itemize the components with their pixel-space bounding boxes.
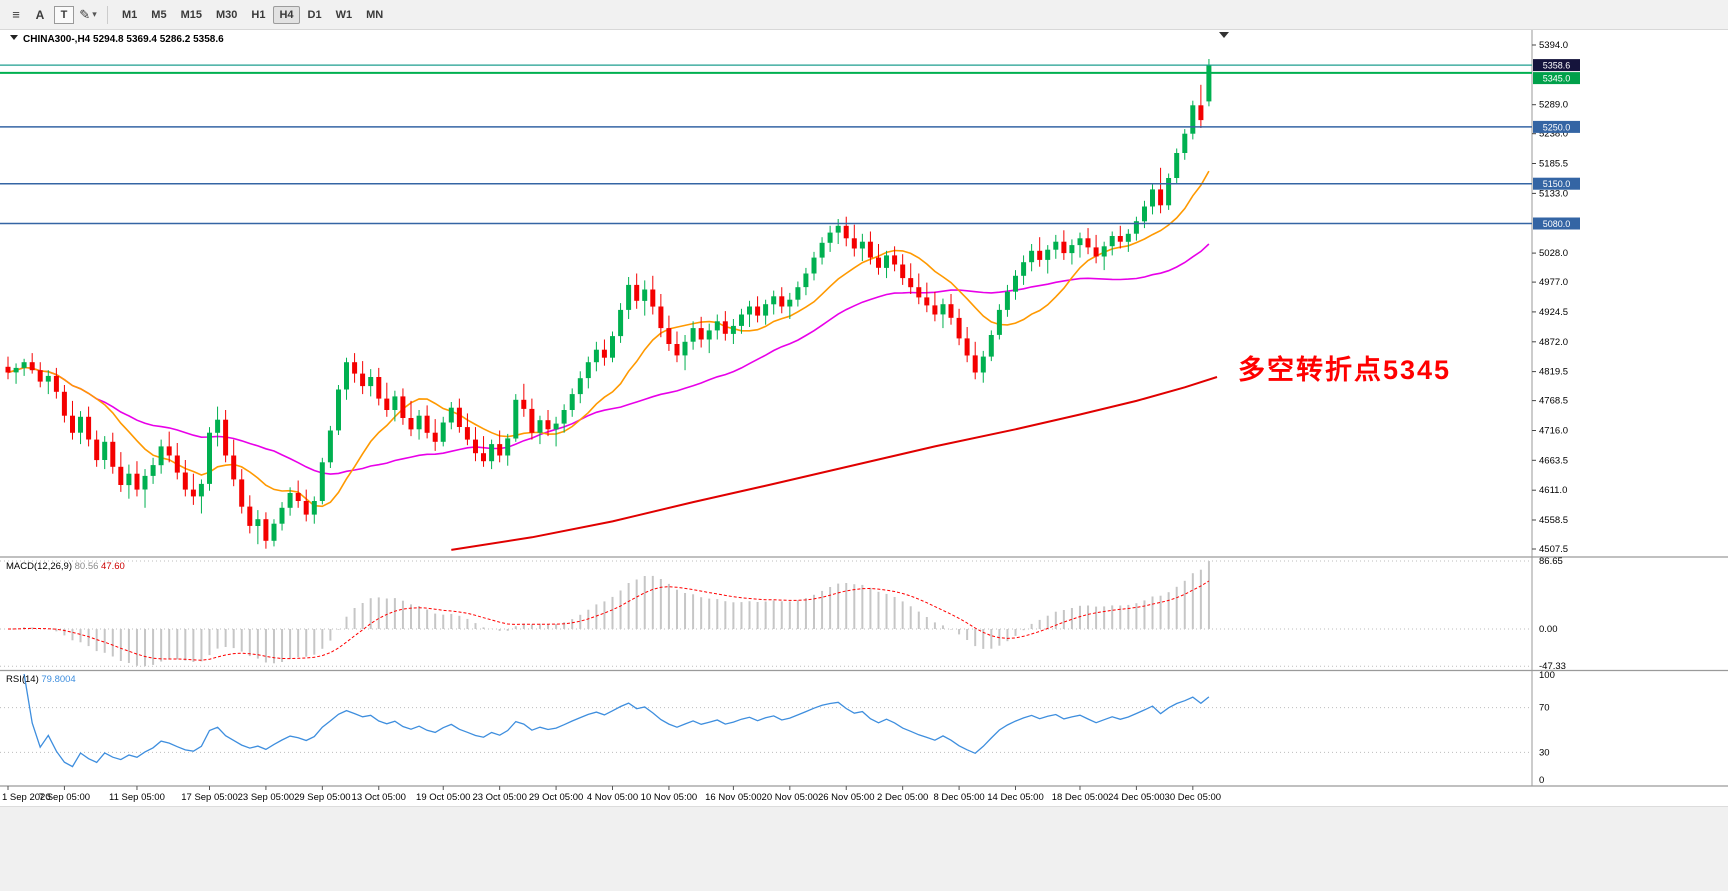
svg-text:CHINA300-,H4 5294.8 5369.4 52: CHINA300-,H4 5294.8 5369.4 5286.2 5358.6 xyxy=(23,34,224,45)
svg-text:5289.0: 5289.0 xyxy=(1539,100,1568,111)
svg-text:5150.0: 5150.0 xyxy=(1543,179,1571,189)
svg-text:4924.5: 4924.5 xyxy=(1539,307,1568,318)
macd-panel: 86.65 0.00 -47.33 MACD(12,26,9) 80.56 47.60 xyxy=(0,556,1566,672)
price-tag-5080.0 xyxy=(1533,217,1580,230)
timeframe-w1[interactable]: W1 xyxy=(335,8,353,21)
charts-menu-icon[interactable]: ≡ xyxy=(12,7,20,22)
svg-text:5185.5: 5185.5 xyxy=(1539,159,1568,170)
svg-text:23 Sep 05:00: 23 Sep 05:00 xyxy=(238,792,295,803)
svg-text:5358.6: 5358.6 xyxy=(1543,61,1571,71)
annotation-text[interactable]: 多空转折点5345 xyxy=(1238,355,1452,385)
svg-text:29 Sep 05:00: 29 Sep 05:00 xyxy=(294,792,351,803)
svg-text:23 Oct 05:00: 23 Oct 05:00 xyxy=(472,792,526,803)
timeframe-h1[interactable]: H1 xyxy=(251,8,266,21)
chart-title: CHINA300-,H4 5294.8 5369.4 5286.2 5358.6 xyxy=(10,32,1229,45)
svg-text:4611.0: 4611.0 xyxy=(1539,485,1567,496)
caret-down-icon: ▾ xyxy=(92,9,97,19)
svg-text:100: 100 xyxy=(1539,670,1555,681)
bottom-area xyxy=(0,806,1728,891)
svg-text:19 Oct 05:00: 19 Oct 05:00 xyxy=(416,792,470,803)
ma-red xyxy=(451,376,1218,551)
price-tag-5345.0 xyxy=(1533,72,1580,85)
svg-text:0: 0 xyxy=(1539,775,1544,786)
svg-text:4558.5: 4558.5 xyxy=(1539,515,1568,526)
timeframe-m30[interactable]: M30 xyxy=(215,8,238,21)
svg-text:26 Nov 05:00: 26 Nov 05:00 xyxy=(818,792,875,803)
svg-text:0.00: 0.00 xyxy=(1539,624,1558,635)
svg-text:8 Dec 05:00: 8 Dec 05:00 xyxy=(933,792,984,803)
svg-text:2 Dec 05:00: 2 Dec 05:00 xyxy=(877,792,928,803)
svg-text:14 Dec 05:00: 14 Dec 05:00 xyxy=(987,792,1044,803)
svg-text:7 Sep 05:00: 7 Sep 05:00 xyxy=(39,792,90,803)
svg-text:4716.0: 4716.0 xyxy=(1539,425,1568,436)
chart-shift-marker xyxy=(1219,32,1229,38)
svg-text:5238.0: 5238.0 xyxy=(1539,129,1568,140)
timeframe-m15[interactable]: M15 xyxy=(180,8,202,21)
svg-text:29 Oct 05:00: 29 Oct 05:00 xyxy=(529,792,583,803)
svg-text:5028.0: 5028.0 xyxy=(1539,248,1568,259)
svg-text:17 Sep 05:00: 17 Sep 05:00 xyxy=(181,792,238,803)
rsi-panel: 100 70 30 0 RSI(14) 79.8004 xyxy=(0,670,1555,786)
timeframe-group: M1 M5 M15 M30 H1 H4 D1 W1 MN xyxy=(115,5,390,24)
horizontal-lines[interactable] xyxy=(0,64,1532,225)
svg-text:5345.0: 5345.0 xyxy=(1543,74,1571,84)
svg-text:18 Dec 05:00: 18 Dec 05:00 xyxy=(1052,792,1109,803)
svg-text:5080.0: 5080.0 xyxy=(1543,219,1571,229)
timeframe-mn[interactable]: MN xyxy=(366,8,384,21)
svg-text:10 Nov 05:00: 10 Nov 05:00 xyxy=(641,792,698,803)
svg-text:-47.33: -47.33 xyxy=(1539,661,1566,672)
svg-text:11 Sep 05:00: 11 Sep 05:00 xyxy=(109,792,165,803)
ma-orange xyxy=(7,170,1210,508)
macd-signal-line xyxy=(7,580,1210,661)
price-tag-5358.6 xyxy=(1533,59,1580,72)
timeframe-m1[interactable]: M1 xyxy=(122,8,138,21)
svg-text:13 Oct 05:00: 13 Oct 05:00 xyxy=(352,792,406,803)
svg-text:70: 70 xyxy=(1539,703,1550,714)
price-axis: 5394.0 5289.0 5238.0 5185.5 5133.0 5028.0 4977… xyxy=(1532,40,1580,555)
svg-text:1 Sep 2020: 1 Sep 2020 xyxy=(2,792,51,803)
svg-text:4507.5: 4507.5 xyxy=(1539,544,1568,555)
svg-text:4819.5: 4819.5 xyxy=(1539,367,1568,378)
rsi-line xyxy=(23,673,1210,768)
price-tag-5150.0 xyxy=(1533,177,1580,190)
svg-text:5133.0: 5133.0 xyxy=(1539,188,1568,199)
timeframe-m5[interactable]: M5 xyxy=(151,8,167,21)
svg-text:4663.5: 4663.5 xyxy=(1539,455,1568,466)
toolbar-separator xyxy=(107,5,108,24)
candlestick-series xyxy=(5,59,1212,549)
svg-text:5250.0: 5250.0 xyxy=(1543,122,1571,132)
rsi-title: RSI(14) 79.8004 xyxy=(6,674,76,685)
draw-tool-button[interactable]: ✎ ▾ xyxy=(78,5,98,25)
svg-text:4977.0: 4977.0 xyxy=(1539,277,1568,288)
macd-title: MACD(12,26,9) 80.56 47.60 xyxy=(6,561,125,572)
svg-text:30: 30 xyxy=(1539,747,1550,758)
svg-text:16 Nov 05:00: 16 Nov 05:00 xyxy=(705,792,762,803)
chart-canvas[interactable]: 5394.0 5289.0 5238.0 5185.5 5133.0 5028.0 4977… xyxy=(0,30,1728,806)
pencil-icon: ✎ xyxy=(79,6,91,22)
price-tag-5250.0 xyxy=(1533,120,1580,133)
timeframe-h4[interactable]: H4 xyxy=(273,5,300,24)
panel-separators xyxy=(0,30,1728,787)
svg-text:5394.0: 5394.0 xyxy=(1539,40,1568,51)
symbol-caret-icon xyxy=(10,35,18,40)
timeframe-d1[interactable]: D1 xyxy=(307,8,322,21)
toolbar: ≡ A T ✎ ▾ M1 M5 M15 M30 H1 H4 D1 W1 MN xyxy=(0,0,1728,30)
svg-text:4768.5: 4768.5 xyxy=(1539,396,1568,407)
svg-text:4872.0: 4872.0 xyxy=(1539,337,1568,348)
svg-text:4 Nov 05:00: 4 Nov 05:00 xyxy=(587,792,638,803)
text-tool-button[interactable]: T xyxy=(54,5,74,24)
ma-magenta xyxy=(7,243,1210,475)
svg-text:86.65: 86.65 xyxy=(1539,556,1563,567)
svg-text:30 Dec 05:00: 30 Dec 05:00 xyxy=(1165,792,1222,803)
svg-text:24 Dec 05:00: 24 Dec 05:00 xyxy=(1108,792,1165,803)
svg-text:20 Nov 05:00: 20 Nov 05:00 xyxy=(762,792,819,803)
cursor-tool-button[interactable]: A xyxy=(35,7,45,22)
